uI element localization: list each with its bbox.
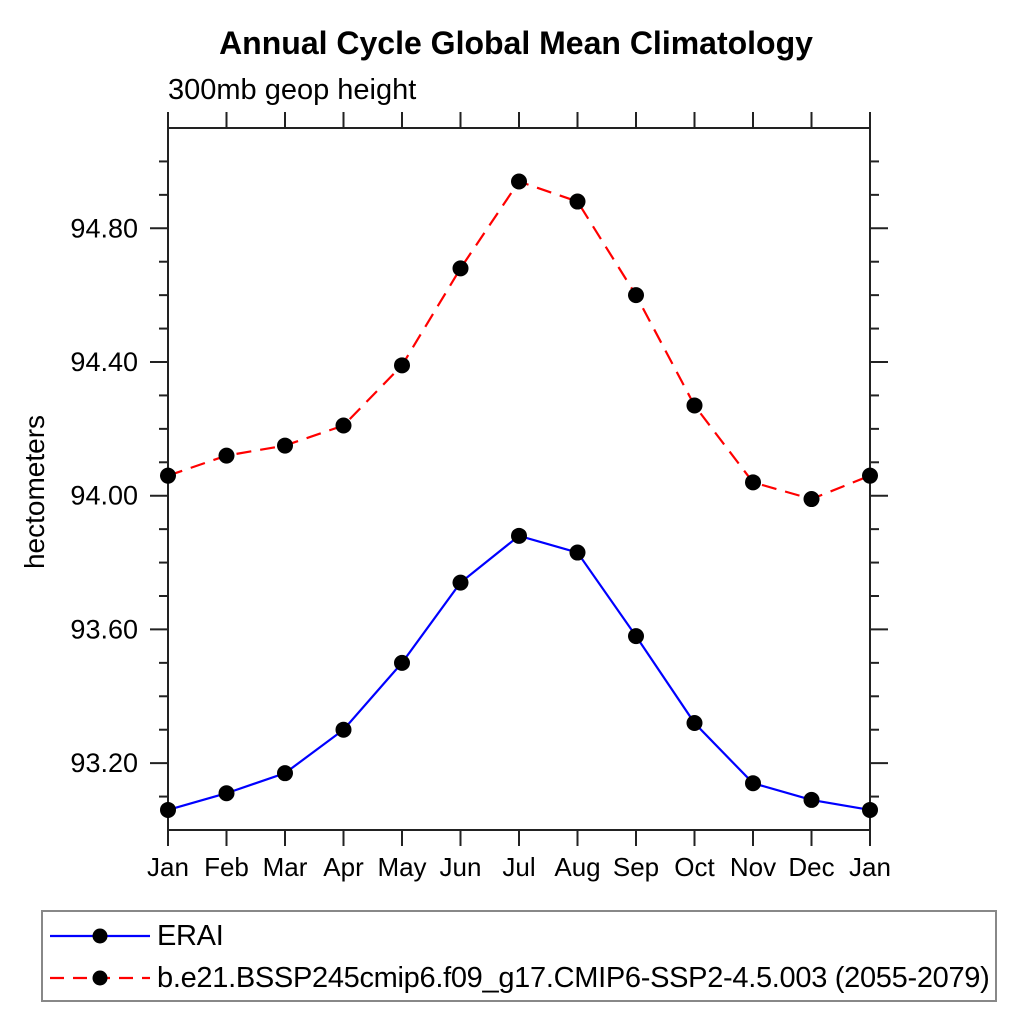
x-tick-label: Feb <box>204 852 249 882</box>
y-tick-label: 93.60 <box>70 614 138 644</box>
data-point-marker <box>569 544 586 561</box>
legend-marker-dot-icon <box>92 928 108 944</box>
data-point-marker <box>511 173 527 190</box>
y-tick-label: 94.00 <box>70 481 138 511</box>
x-tick-label: Jun <box>440 852 482 882</box>
x-tick-label: Nov <box>730 852 776 882</box>
data-point-marker <box>862 467 878 484</box>
data-point-marker <box>335 721 352 738</box>
data-point-marker <box>686 715 703 732</box>
y-tick-label: 94.40 <box>70 347 138 377</box>
data-point-marker <box>394 654 410 671</box>
chart-frame <box>167 127 871 831</box>
data-point-marker <box>628 287 644 304</box>
chart-subtitle: 300mb geop height <box>168 74 416 106</box>
data-point-marker <box>160 801 176 818</box>
y-tick-label: 94.80 <box>70 213 138 243</box>
series-line-0 <box>167 534 871 812</box>
data-point-marker <box>803 791 820 808</box>
legend-line-sample-solid <box>50 928 150 944</box>
data-point-marker <box>511 527 527 544</box>
legend-item-model: b.e21.BSSP245cmip6.f09_g17.CMIP6-SSP2-4.… <box>49 961 990 994</box>
x-tick-label: Jan <box>147 852 189 882</box>
x-tick-label: Mar <box>263 852 308 882</box>
data-point-marker <box>803 491 820 508</box>
data-point-marker <box>628 628 644 645</box>
legend-item-erai: ERAI <box>49 919 224 952</box>
legend-line-sample-dashed <box>50 970 150 986</box>
data-point-marker <box>277 765 293 782</box>
data-point-marker <box>218 785 235 802</box>
data-point-marker <box>862 801 878 818</box>
x-tick-label: Jul <box>502 852 535 882</box>
axes: Jan Feb Mar Apr May Jun Jul Aug Sep Oct Nov Dec Jan 9… <box>70 112 891 882</box>
legend-label-erai: ERAI <box>157 919 224 952</box>
series-lines <box>160 173 878 818</box>
chart-canvas: Annual Cycle Global Mean Climatology 300… <box>19 25 891 882</box>
data-point-marker <box>745 474 761 491</box>
y-tick-label: 93.20 <box>70 748 138 778</box>
chart-title: Annual Cycle Global Mean Climatology <box>219 25 813 61</box>
legend: ERAI b.e21.BSSP245cmip6.f09_g17.CMIP6-SS… <box>41 910 997 1002</box>
data-point-marker <box>569 193 586 210</box>
x-tick-label: May <box>377 852 426 882</box>
series-line-1 <box>167 180 871 501</box>
y-axis-title: hectometers <box>19 415 50 569</box>
data-point-marker <box>686 397 703 414</box>
legend-label-model: b.e21.BSSP245cmip6.f09_g17.CMIP6-SSP2-4.… <box>157 961 990 994</box>
data-point-marker <box>452 260 469 277</box>
x-tick-label: Aug <box>554 852 600 882</box>
x-tick-label: Sep <box>613 852 659 882</box>
x-tick-label: Oct <box>674 852 715 882</box>
data-point-marker <box>745 775 761 792</box>
x-tick-label: Apr <box>323 852 364 882</box>
data-point-marker <box>452 574 469 591</box>
data-point-marker <box>277 437 293 454</box>
legend-marker-dot-icon <box>92 970 108 986</box>
data-point-marker <box>218 447 235 464</box>
x-tick-label: Dec <box>788 852 834 882</box>
x-tick-label: Jan <box>849 852 891 882</box>
data-point-marker <box>335 417 352 434</box>
data-point-marker <box>160 467 176 484</box>
data-point-marker <box>394 357 410 374</box>
